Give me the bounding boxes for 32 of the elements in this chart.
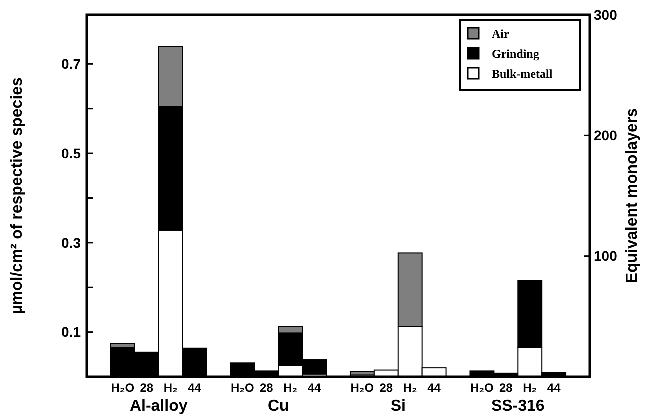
x-tick-label: 44 xyxy=(188,381,202,395)
y2-tick-label: 200 xyxy=(594,128,618,144)
x-tick-label: 44 xyxy=(308,381,322,395)
y2-tick-label: 100 xyxy=(594,248,618,264)
x-tick-label: H₂ xyxy=(164,381,178,395)
x-tick-label: H₂ xyxy=(284,381,298,395)
x-tick-label: 28 xyxy=(260,381,274,395)
x-tick-label: H₂O xyxy=(111,381,135,395)
y-tick-label: 0.1 xyxy=(62,324,82,340)
y2-axis-title: Equivalent monolayers xyxy=(624,108,641,284)
text: Al-alloy xyxy=(130,398,188,415)
x-tick-label: 44 xyxy=(428,381,442,395)
x-tick-label: H₂O xyxy=(470,381,494,395)
legend-label: Bulk-metall xyxy=(492,67,554,82)
y-tick-label: 0.7 xyxy=(62,56,82,72)
text: Cu xyxy=(268,398,290,415)
x-tick-label: 28 xyxy=(380,381,394,395)
x-tick-label: H₂ xyxy=(523,381,538,395)
legend-label: Grinding xyxy=(492,47,540,62)
x-tick-label: 44 xyxy=(547,381,562,395)
y-tick-label: 0.3 xyxy=(62,234,82,251)
y2-tick-label: 300 xyxy=(594,6,618,23)
x-tick-label: H₂O xyxy=(231,381,254,395)
x-tick-label: 28 xyxy=(140,381,154,395)
x-tick-label: H₂O xyxy=(350,381,374,395)
x-tick-label: 28 xyxy=(499,381,514,395)
text: SS-316 xyxy=(491,398,545,415)
legend-label: Air xyxy=(492,27,510,42)
x-tick-label: H₂ xyxy=(403,381,418,395)
y-axis-title: µmol/cm² of respective species xyxy=(9,77,26,314)
y-tick-label: 0.5 xyxy=(62,145,82,162)
text: Si xyxy=(390,398,406,415)
